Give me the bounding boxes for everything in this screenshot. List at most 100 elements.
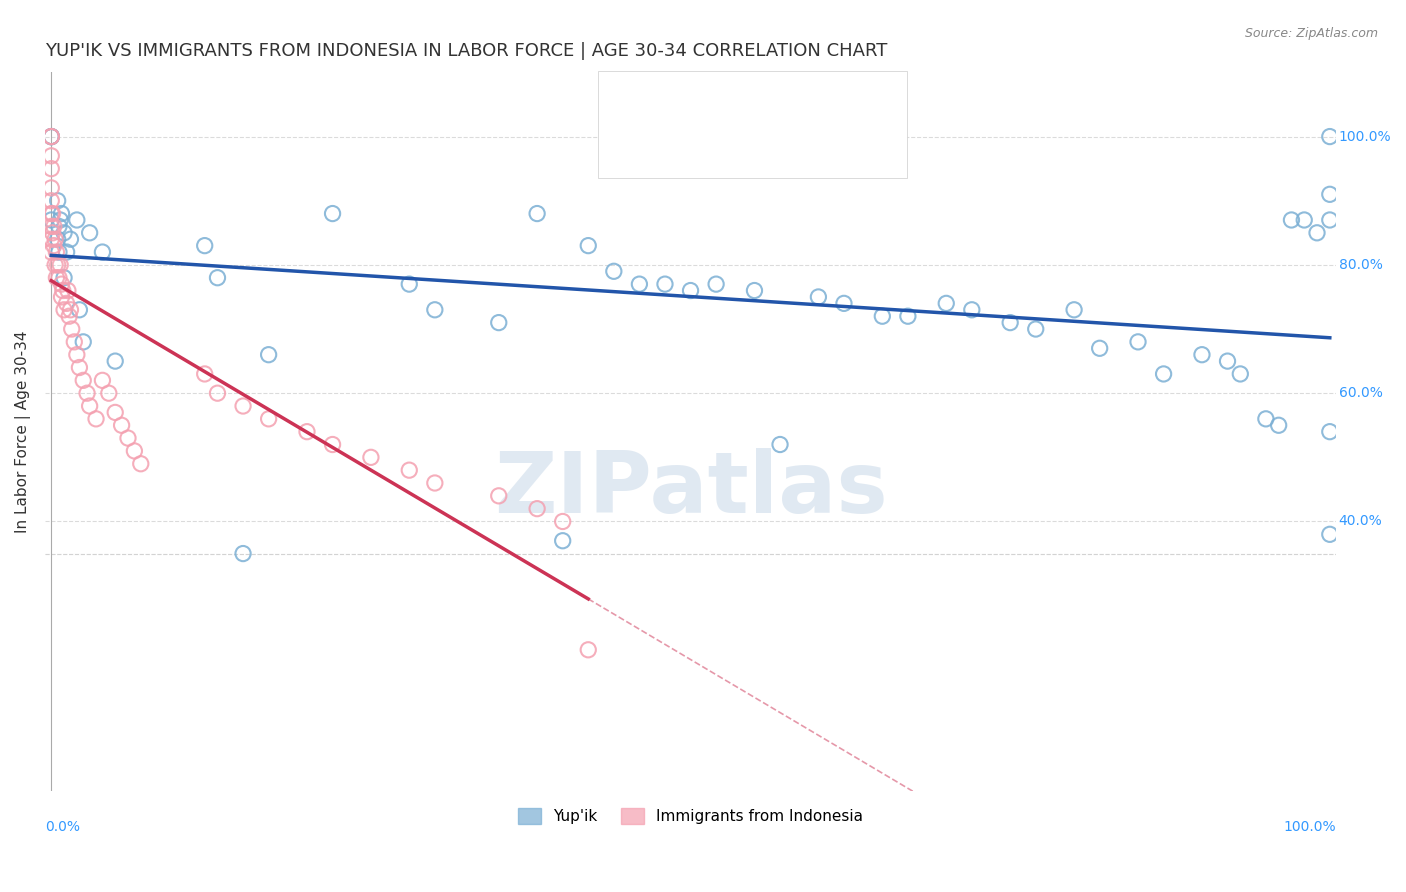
Point: [67, 302, 90, 317]
Point: [41, 206, 63, 220]
Point: [45, 245, 67, 260]
Point: [769, 437, 792, 451]
Point: [1306, 226, 1329, 240]
Point: [526, 501, 548, 516]
Point: [44, 232, 66, 246]
Point: [1025, 322, 1047, 336]
Point: [44, 258, 66, 272]
Point: [39, 129, 62, 144]
Point: [72, 334, 94, 349]
Point: [124, 444, 146, 458]
Point: [398, 463, 420, 477]
Text: YUP'IK VS IMMIGRANTS FROM INDONESIA IN LABOR FORCE | AGE 30-34 CORRELATION CHART: YUP'IK VS IMMIGRANTS FROM INDONESIA IN L…: [45, 42, 887, 60]
Point: [45, 270, 67, 285]
Point: [1229, 367, 1251, 381]
Point: [1294, 213, 1316, 227]
Point: [63, 334, 86, 349]
Point: [551, 533, 574, 548]
Point: [576, 642, 599, 657]
Point: [55, 245, 77, 260]
Point: [59, 232, 82, 246]
Point: [1319, 527, 1341, 541]
Point: [39, 206, 62, 220]
Point: [488, 316, 510, 330]
Point: [53, 302, 76, 317]
Point: [807, 290, 830, 304]
Text: 0.0%: 0.0%: [45, 820, 80, 834]
Point: [39, 194, 62, 208]
Point: [322, 437, 344, 451]
Point: [232, 399, 254, 413]
Y-axis label: In Labor Force | Age 30-34: In Labor Force | Age 30-34: [15, 330, 31, 533]
Point: [79, 226, 101, 240]
Point: [52, 284, 75, 298]
Point: [51, 277, 73, 292]
Point: [58, 309, 80, 323]
Point: [322, 206, 344, 220]
Point: [194, 367, 217, 381]
Point: [679, 284, 702, 298]
Point: [39, 232, 62, 246]
Point: [97, 386, 120, 401]
Point: [66, 213, 89, 227]
Point: [257, 412, 280, 426]
Point: [53, 226, 76, 240]
Text: 80.0%: 80.0%: [1339, 258, 1382, 272]
Point: [1088, 341, 1111, 355]
Point: [41, 226, 63, 240]
Point: [39, 213, 62, 227]
Point: [59, 302, 82, 317]
Text: 40.0%: 40.0%: [1339, 515, 1382, 528]
Point: [48, 270, 70, 285]
Point: [1281, 213, 1303, 227]
Point: [551, 515, 574, 529]
Point: [704, 277, 727, 292]
Point: [46, 232, 69, 246]
Text: Source: ZipAtlas.com: Source: ZipAtlas.com: [1244, 27, 1378, 40]
Point: [39, 129, 62, 144]
Point: [49, 258, 72, 272]
Point: [832, 296, 855, 310]
Text: 100.0%: 100.0%: [1339, 129, 1392, 144]
Point: [398, 277, 420, 292]
Point: [91, 373, 114, 387]
Point: [51, 206, 73, 220]
Point: [39, 219, 62, 234]
Point: [39, 129, 62, 144]
Point: [1319, 425, 1341, 439]
Point: [76, 386, 98, 401]
Point: [1216, 354, 1239, 368]
Point: [488, 489, 510, 503]
Point: [207, 386, 229, 401]
Point: [79, 399, 101, 413]
Point: [60, 322, 83, 336]
Text: 100.0%: 100.0%: [1284, 820, 1336, 834]
Point: [66, 348, 89, 362]
Point: [232, 547, 254, 561]
Point: [897, 309, 920, 323]
Point: [1063, 302, 1085, 317]
Point: [1254, 412, 1277, 426]
Point: [744, 284, 766, 298]
Point: [104, 354, 127, 368]
Point: [207, 270, 229, 285]
Point: [51, 290, 73, 304]
Text: 60.0%: 60.0%: [1339, 386, 1382, 401]
Point: [423, 475, 446, 490]
Point: [129, 457, 152, 471]
Point: [423, 302, 446, 317]
Point: [1319, 129, 1341, 144]
Point: [39, 161, 62, 176]
Point: [48, 245, 70, 260]
Point: [48, 219, 70, 234]
Point: [42, 238, 65, 252]
Point: [39, 129, 62, 144]
Point: [46, 258, 69, 272]
Point: [55, 296, 77, 310]
Point: [960, 302, 983, 317]
Point: [104, 405, 127, 419]
Point: [257, 348, 280, 362]
Point: [872, 309, 894, 323]
Point: [576, 238, 599, 252]
Point: [935, 296, 957, 310]
